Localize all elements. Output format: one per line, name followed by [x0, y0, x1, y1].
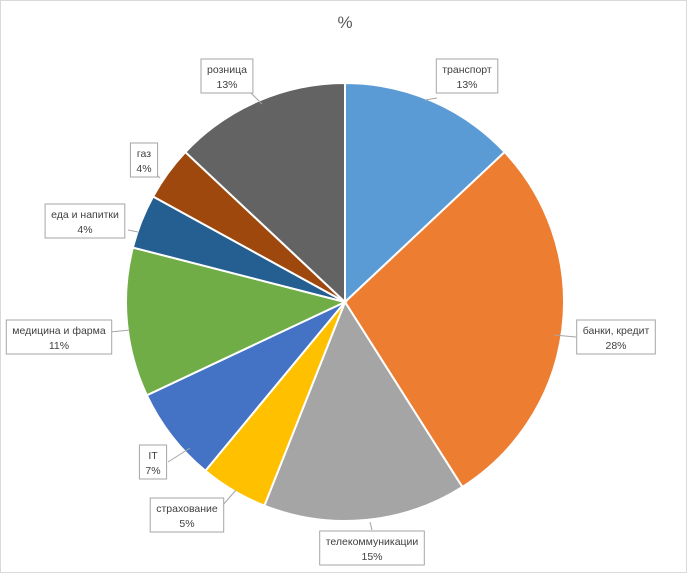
leader-line [109, 329, 131, 333]
data-label-box [129, 142, 159, 178]
data-label: газ 4% [129, 142, 159, 178]
leader-line [221, 489, 237, 507]
data-label-category: IT [148, 450, 158, 462]
leader-line [249, 91, 263, 105]
data-label-category: банки, кредит [583, 325, 650, 337]
data-label-value: 13% [456, 79, 477, 91]
leader-line [167, 447, 191, 463]
pie-slice [263, 299, 464, 522]
data-label: телекоммуникации 15% [319, 530, 425, 566]
data-label-box [576, 319, 656, 355]
pie-slice [183, 81, 346, 305]
data-label-category: медицина и фарма [12, 325, 106, 337]
pie-slice [344, 81, 507, 305]
data-label: розница 13% [200, 58, 254, 94]
data-label-value: 4% [136, 163, 151, 175]
data-label-category: газ [137, 148, 151, 160]
data-label-box [435, 58, 499, 94]
data-label: банки, кредит 28% [576, 319, 656, 355]
pie-slice [125, 246, 348, 397]
data-label-value: 5% [179, 518, 194, 530]
pie-slice [343, 150, 565, 489]
data-label-value: 15% [361, 551, 382, 563]
leader-line [424, 97, 438, 101]
leader-line [553, 334, 577, 338]
data-label: IT 7% [138, 444, 168, 480]
data-label-value: 4% [77, 224, 92, 236]
data-label-box [149, 497, 225, 533]
data-label-value: 13% [216, 79, 237, 91]
data-labels: транспорт 13% банки, кредит 28% телекоммуник… [5, 58, 656, 566]
data-label-value: 28% [605, 340, 626, 352]
pie-slices [125, 81, 565, 522]
data-label-value: 7% [145, 465, 160, 477]
data-label: медицина и фарма 11% [5, 319, 113, 355]
data-label-box [44, 203, 126, 239]
data-label-category: транспорт [442, 64, 492, 76]
leader-line [369, 521, 373, 531]
data-label-box [5, 319, 113, 355]
data-label: транспорт 13% [435, 58, 499, 94]
data-label-box [200, 58, 254, 94]
leader-line [127, 229, 139, 233]
data-label: страхование 5% [149, 497, 225, 533]
data-label: еда и напитки 4% [44, 203, 126, 239]
data-label-box [138, 444, 168, 480]
data-label-value: 11% [49, 340, 69, 352]
data-label-category: страхование [156, 503, 218, 515]
data-label-category: телекоммуникации [326, 536, 419, 548]
data-label-category: розница [207, 64, 247, 76]
data-label-box [319, 530, 425, 566]
chart-title: % [337, 13, 352, 32]
data-label-category: еда и напитки [51, 209, 119, 221]
